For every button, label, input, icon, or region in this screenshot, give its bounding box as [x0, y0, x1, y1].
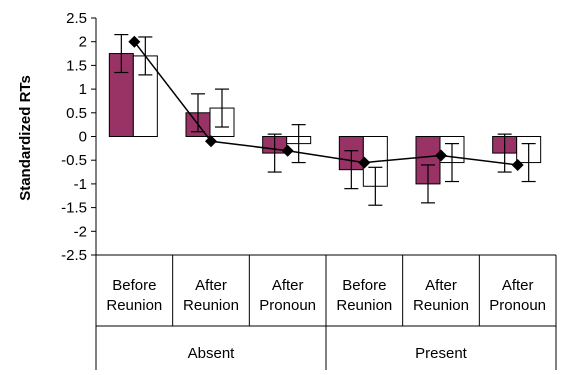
line-point: [281, 144, 294, 157]
line-point: [205, 135, 217, 148]
y-tick-label: -1: [74, 176, 87, 193]
line-point: [435, 149, 447, 162]
series-line: [133, 41, 518, 166]
x-tick-label: Reunion: [413, 297, 469, 314]
x-axis: Before Reunion After Reunion After Pronoun Bef…: [95, 254, 557, 370]
y-tick-label: 1.5: [66, 57, 87, 74]
x-group-label: Absent: [188, 345, 236, 362]
x-tick-label: Before: [342, 277, 386, 294]
x-tick-label: After: [425, 277, 457, 294]
x-group-label: Present: [415, 345, 468, 362]
x-tick-label: After: [502, 277, 534, 294]
x-tick-label: Pronoun: [259, 297, 316, 314]
line-point: [128, 35, 141, 48]
y-axis-title-group: Standardized RTs: [17, 75, 34, 201]
x-tick-label: Reunion: [183, 297, 239, 314]
y-tick-label: 1: [79, 81, 87, 98]
y-axis: 2.5 2 1.5 1 0.5 0 -0.5 -1 -1.5 -2 -2.5: [61, 10, 97, 264]
line-point: [511, 158, 524, 171]
x-tick-label: Before: [112, 277, 156, 294]
y-tick-label: 0: [79, 129, 87, 146]
y-tick-label: 2.5: [66, 10, 87, 27]
y-axis-title: Standardized RTs: [17, 75, 34, 201]
y-tick-label: 0.5: [66, 105, 87, 122]
y-tick-label: -2: [74, 223, 87, 240]
x-tick-label: Reunion: [336, 297, 392, 314]
bar: [132, 55, 158, 137]
y-tick-label: -2.5: [61, 247, 87, 264]
x-tick-label: After: [195, 277, 227, 294]
plot-area: [108, 33, 542, 206]
x-tick-label: Pronoun: [489, 297, 546, 314]
y-tick-label: -1.5: [61, 200, 87, 217]
y-tick-label: 2: [79, 34, 87, 51]
y-tick-label: -0.5: [61, 152, 87, 169]
x-tick-label: Reunion: [106, 297, 162, 314]
x-tick-label: After: [272, 277, 304, 294]
line-point: [358, 156, 371, 169]
